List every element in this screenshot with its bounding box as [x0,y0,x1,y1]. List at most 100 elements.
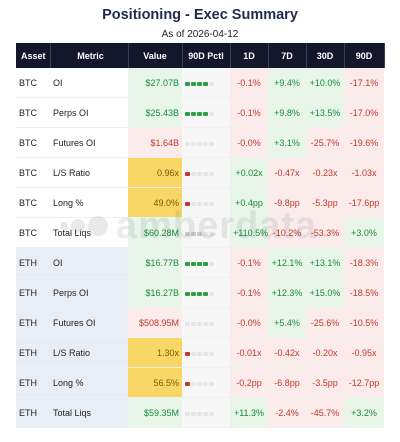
table-row: BTC Long % 49.0% +0.4pp -9.8pp -5.3pp -17.6pp [16,187,384,218]
percentile-cell [182,337,230,368]
value-cell: $1.64B [128,127,182,158]
percentile-segment [209,381,214,386]
change-90d-cell: -18.3% [344,247,384,278]
percentile-segment [191,171,196,176]
change-1d-cell: -0.01x [230,337,268,368]
change-30d-cell: -25.7% [306,127,344,158]
percentile-segment [203,111,208,116]
percentile-bar [185,171,214,176]
change-90d-cell: +3.2% [344,397,384,428]
column-header-value[interactable]: Value [128,43,183,68]
percentile-cell [182,367,230,398]
percentile-cell [182,307,230,338]
change-30d-cell: +13.5% [306,97,344,128]
percentile-segment [197,111,202,116]
percentile-cell [182,247,230,278]
change-7d-cell: -10.2% [268,217,306,248]
metric-cell: Long % [50,187,128,218]
change-1d-cell: -0.0% [230,307,268,338]
column-header-30d[interactable]: 30D [306,43,345,68]
percentile-segment [209,261,214,266]
asset-cell: ETH [16,307,50,338]
percentile-segment [209,141,214,146]
value-cell: $59.35M [128,397,182,428]
change-7d-cell: +5.4% [268,307,306,338]
change-30d-cell: +13.1% [306,247,344,278]
percentile-segment [191,81,196,86]
table-row: BTC Futures OI $1.64B -0.0% +3.1% -25.7% -19.6… [16,127,384,158]
percentile-segment [203,411,208,416]
metric-cell: Total Liqs [50,217,128,248]
percentile-segment [197,321,202,326]
percentile-segment [203,171,208,176]
percentile-segment [203,141,208,146]
percentile-segment [191,231,196,236]
table-row: ETH Perps OI $16.27B -0.1% +12.3% +15.0% -18.5… [16,277,384,308]
change-7d-cell: +9.8% [268,97,306,128]
percentile-bar [185,261,214,266]
percentile-segment [197,381,202,386]
metric-cell: Futures OI [50,307,128,338]
change-1d-cell: +11.3% [230,397,268,428]
column-header-7d[interactable]: 7D [268,43,307,68]
percentile-segment [209,411,214,416]
percentile-segment [197,81,202,86]
percentile-segment [185,321,190,326]
change-7d-cell: -9.8pp [268,187,306,218]
percentile-segment [185,231,190,236]
percentile-segment [197,411,202,416]
change-90d-cell: -10.5% [344,307,384,338]
percentile-cell [182,97,230,128]
change-1d-cell: +0.4pp [230,187,268,218]
table-row: ETH OI $16.77B -0.1% +12.1% +13.1% -18.3% [16,247,384,278]
percentile-segment [197,141,202,146]
asset-cell: BTC [16,217,50,248]
percentile-segment [191,111,196,116]
change-7d-cell: -0.47x [268,157,306,188]
percentile-segment [197,261,202,266]
column-header-asset[interactable]: Asset [16,43,51,68]
metric-cell: OI [50,68,128,98]
column-header-1d[interactable]: 1D [230,43,269,68]
value-cell: $60.28M [128,217,182,248]
column-header-metric[interactable]: Metric [50,43,129,68]
percentile-bar [185,291,214,296]
value-cell: 56.5% [128,367,182,398]
percentile-bar [185,201,214,206]
table-row: BTC Total Liqs $60.28M +110.5% -10.2% -53.3% +… [16,217,384,248]
asset-cell: ETH [16,397,50,428]
value-cell: $25.43B [128,97,182,128]
change-30d-cell: -3.5pp [306,367,344,398]
percentile-cell [182,127,230,158]
percentile-bar [185,321,214,326]
percentile-segment [197,201,202,206]
percentile-segment [185,291,190,296]
change-30d-cell: +15.0% [306,277,344,308]
change-30d-cell: -53.3% [306,217,344,248]
change-7d-cell: -2.4% [268,397,306,428]
percentile-bar [185,381,214,386]
percentile-segment [203,381,208,386]
asset-cell: ETH [16,277,50,308]
percentile-bar [185,111,214,116]
asset-cell: ETH [16,247,50,278]
change-7d-cell: +3.1% [268,127,306,158]
percentile-segment [185,201,190,206]
column-header-pctl[interactable]: 90D Pctl [182,43,231,68]
table-row: BTC Perps OI $25.43B -0.1% +9.8% +13.5% -17.0% [16,97,384,128]
change-90d-cell: -19.6% [344,127,384,158]
metric-cell: L/S Ratio [50,157,128,188]
percentile-segment [191,321,196,326]
value-cell: 1.30x [128,337,182,368]
value-cell: $16.27B [128,277,182,308]
change-1d-cell: -0.1% [230,247,268,278]
column-header-90d[interactable]: 90D [344,43,385,68]
percentile-segment [191,141,196,146]
table-row: BTC L/S Ratio 0.96x +0.02x -0.47x -0.23x -1.03… [16,157,384,188]
percentile-segment [203,291,208,296]
percentile-segment [185,261,190,266]
change-30d-cell: -5.3pp [306,187,344,218]
percentile-bar [185,351,214,356]
positioning-table: Asset Metric Value 90D Pctl 1D 7D 30D 90… [16,43,385,428]
asset-cell: BTC [16,127,50,158]
